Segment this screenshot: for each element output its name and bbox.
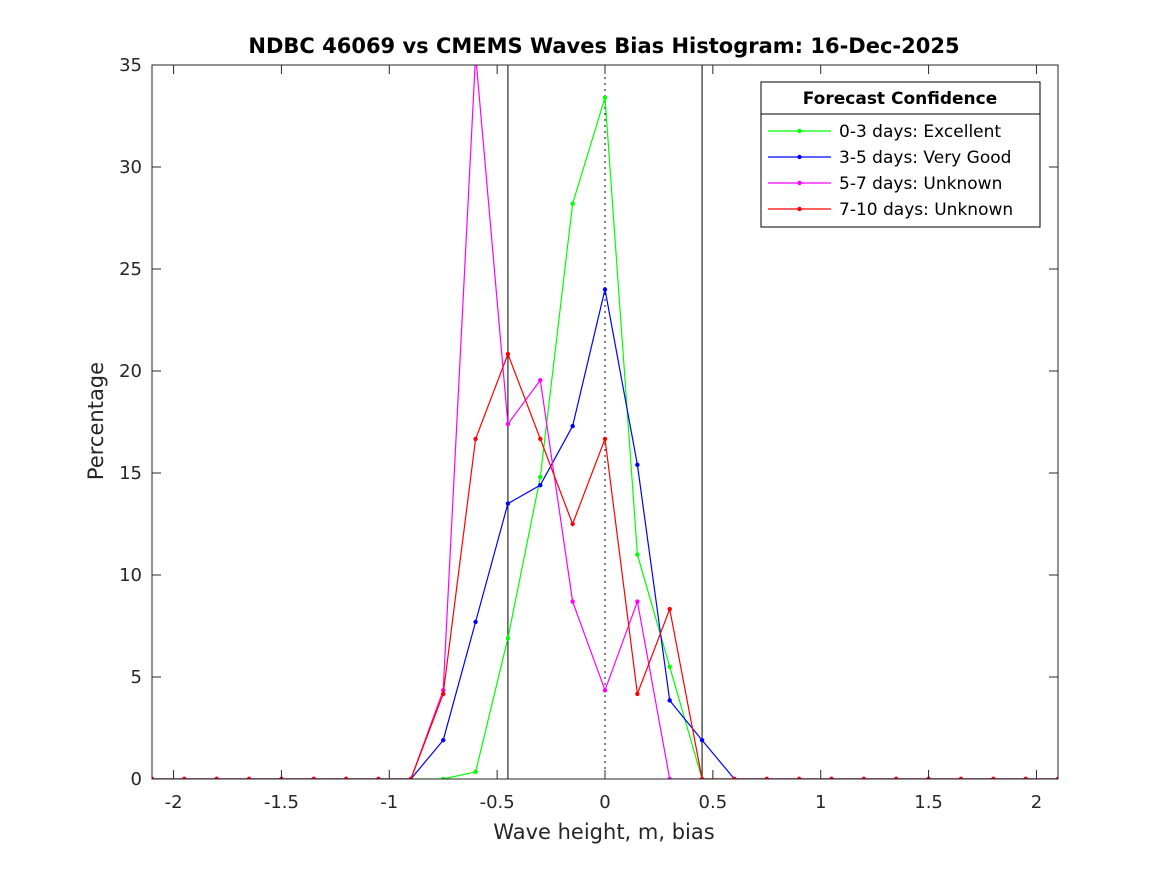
series-3-point <box>505 421 511 427</box>
legend-entry-label: 3-5 days: Very Good <box>839 148 1011 168</box>
series-4-point <box>894 776 899 779</box>
legend-box <box>760 81 1041 228</box>
series-3-point <box>538 377 543 383</box>
series-2-point <box>441 738 446 743</box>
y-tick-label: 0 <box>131 769 142 790</box>
legend: Forecast Confidence 0-3 days: Excellent 3… <box>760 81 1041 228</box>
series-4-point <box>764 776 769 779</box>
series-4-point <box>602 436 608 442</box>
series-1-point <box>538 474 543 480</box>
x-tick-label: -1.5 <box>264 792 299 813</box>
y-tick-label: 10 <box>119 565 142 586</box>
series-4-point <box>214 776 219 779</box>
series-4-point <box>796 776 802 779</box>
series-1-point <box>441 776 446 779</box>
series-4-point <box>667 606 672 612</box>
y-axis-label: Percentage <box>84 362 108 480</box>
x-tick-label: -2 <box>165 792 183 813</box>
x-axis-label: Wave height, m, bias <box>493 820 714 844</box>
series-4-point <box>829 776 834 779</box>
series-4-point <box>991 776 996 779</box>
series-4-point <box>538 436 543 442</box>
series-2-point <box>699 738 705 743</box>
series-2-point <box>570 423 575 429</box>
series-4-point <box>246 776 252 779</box>
series-4-point <box>311 776 316 779</box>
series-4-point <box>473 436 478 442</box>
x-tick-label: -0.5 <box>480 792 515 813</box>
series-3-point <box>570 599 575 604</box>
series-4-point <box>343 776 349 779</box>
series-1-point <box>570 201 575 206</box>
series-4-point <box>1055 776 1058 779</box>
series-3-point <box>635 599 640 604</box>
series-4-point <box>570 521 575 527</box>
legend-entries: 0-3 days: Excellent 3-5 days: Very Good 5-… <box>768 122 1013 220</box>
legend-title: Forecast Confidence <box>803 89 998 109</box>
plot-content <box>152 65 1058 779</box>
series-1-point <box>602 95 608 100</box>
legend-swatch-marker <box>797 180 802 186</box>
series-4-point <box>861 776 867 779</box>
x-tick-label: 1 <box>815 792 826 813</box>
y-tick-label: 30 <box>119 157 142 178</box>
series-1-point <box>667 664 672 669</box>
series-3-point <box>602 688 608 693</box>
x-tick-label: -1 <box>380 792 398 813</box>
x-tick-label: 1.5 <box>914 792 943 813</box>
y-tick-label: 35 <box>119 55 142 76</box>
series-4-point <box>376 776 381 779</box>
series-4-point <box>441 691 446 697</box>
series-4-point <box>505 351 511 357</box>
series-1-point <box>473 769 478 775</box>
series-1-point <box>505 636 511 641</box>
series-4-point <box>152 776 155 779</box>
series-3-point <box>667 776 672 779</box>
legend-swatch-marker <box>797 154 802 160</box>
chart-title: NDBC 46069 vs CMEMS Waves Bias Histogram… <box>248 34 959 58</box>
y-tick-label: 20 <box>119 361 142 382</box>
x-tick-label: 2 <box>1031 792 1042 813</box>
legend-entry-label: 7-10 days: Unknown <box>839 200 1013 220</box>
series-2-point <box>473 619 478 625</box>
y-tick-label: 25 <box>119 259 142 280</box>
series-4-point <box>635 691 640 697</box>
series-4-point <box>408 776 414 779</box>
y-tick-label: 5 <box>131 667 142 688</box>
legend-swatch-marker <box>797 206 802 212</box>
series-4-point <box>699 776 705 779</box>
series-1-point <box>635 552 640 557</box>
x-tick-label: 0 <box>599 792 610 813</box>
series-4-point <box>732 776 737 779</box>
series-2-point <box>635 462 640 468</box>
series-2-point <box>667 698 672 703</box>
legend-swatch-marker <box>797 128 802 134</box>
x-tick-label: 0.5 <box>699 792 728 813</box>
y-tick-label: 15 <box>119 463 142 484</box>
legend-entry-label: 0-3 days: Excellent <box>839 122 1001 142</box>
series-4-point <box>958 776 964 779</box>
series-4-point <box>182 776 187 779</box>
legend-entry-label: 5-7 days: Unknown <box>839 174 1002 194</box>
series-2-point <box>602 287 608 292</box>
series-4-point <box>1023 776 1028 779</box>
series-2-point <box>505 501 511 506</box>
series-2-point <box>538 483 543 488</box>
